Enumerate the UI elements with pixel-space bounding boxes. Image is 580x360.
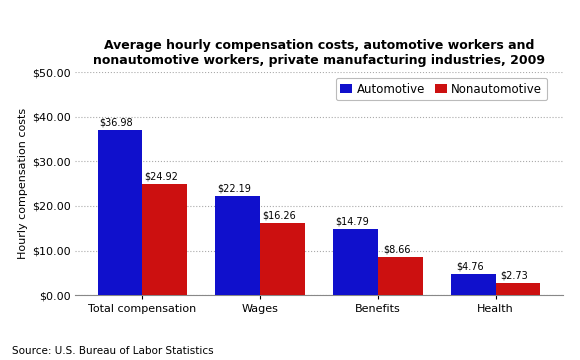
- Text: Source: U.S. Bureau of Labor Statistics: Source: U.S. Bureau of Labor Statistics: [12, 346, 213, 356]
- Bar: [451, 274, 496, 295]
- Text: $14.79: $14.79: [335, 217, 369, 227]
- Text: $16.26: $16.26: [262, 210, 296, 220]
- Bar: [496, 283, 541, 295]
- Text: $8.66: $8.66: [383, 244, 411, 254]
- Bar: [260, 222, 305, 295]
- Bar: [215, 196, 260, 295]
- Bar: [97, 130, 142, 295]
- Bar: [333, 229, 378, 295]
- Legend: Automotive, Nonautomotive: Automotive, Nonautomotive: [336, 78, 547, 100]
- Bar: [142, 184, 187, 295]
- Text: $36.98: $36.98: [100, 118, 133, 128]
- Text: $22.19: $22.19: [218, 184, 251, 194]
- Bar: [378, 257, 423, 295]
- Title: Average hourly compensation costs, automotive workers and
nonautomotive workers,: Average hourly compensation costs, autom…: [93, 39, 545, 67]
- Y-axis label: Hourly compensation costs: Hourly compensation costs: [17, 108, 28, 259]
- Text: $4.76: $4.76: [456, 262, 484, 272]
- Text: $2.73: $2.73: [501, 271, 528, 281]
- Text: $24.92: $24.92: [144, 172, 178, 182]
